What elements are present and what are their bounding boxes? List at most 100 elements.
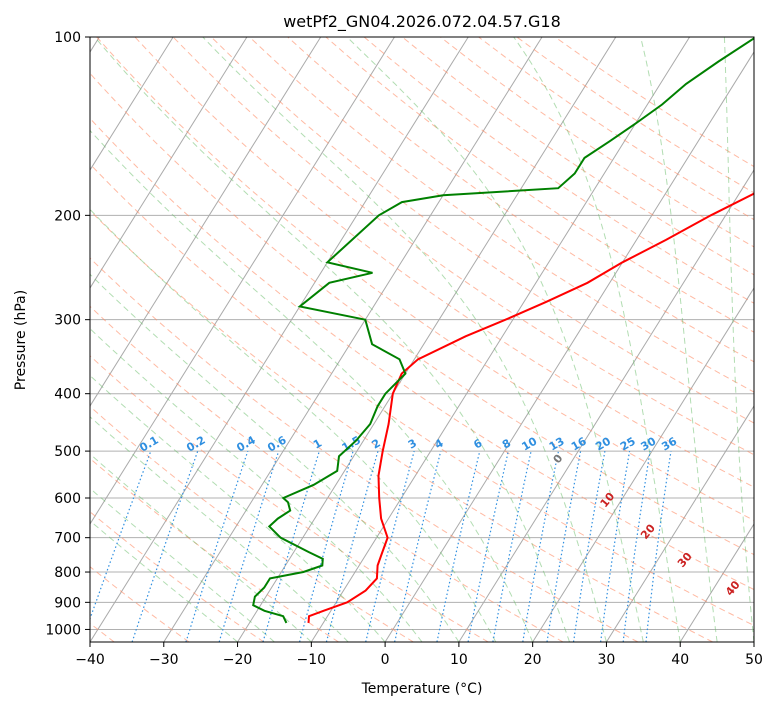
moist-adiabat-line	[202, 37, 607, 642]
isotherm-line	[90, 37, 395, 525]
moist-adiabat-line	[90, 416, 349, 642]
x-tick-label: 20	[524, 652, 542, 668]
y-tick-label: 600	[54, 491, 81, 507]
moist-adiabat-line	[346, 37, 644, 642]
moist-adiabat-line	[640, 37, 718, 642]
chart-title: wetPf2_GN04.2026.072.04.57.G18	[283, 12, 561, 32]
mixing-ratio-line	[185, 450, 249, 642]
dry-adiabat-lines	[90, 37, 754, 642]
dry-adiabat-line	[90, 405, 414, 642]
mixing-ratio-line	[394, 450, 442, 642]
moist-adiabat-label: 0	[551, 452, 566, 466]
mixing-ratio-line	[262, 450, 320, 642]
y-tick-label: 100	[54, 30, 81, 46]
y-tick-label: 200	[54, 208, 81, 224]
mixing-ratio-line	[436, 450, 481, 642]
isotherm-line	[384, 51, 754, 642]
y-tick-label: 300	[54, 313, 81, 329]
temperature-line	[307, 192, 754, 623]
dry-adiabat-line	[90, 457, 339, 642]
x-axis-label: Temperature (°C)	[361, 681, 483, 697]
moist-adiabat-line	[90, 327, 423, 642]
mixing-ratio-line	[492, 450, 532, 642]
mixing-ratio-lines	[90, 450, 672, 642]
mixing-ratio-label: 3	[406, 437, 419, 452]
mixing-ratio-line	[522, 450, 560, 642]
y-tick-label: 900	[54, 595, 81, 611]
dry-adiabat-line	[90, 72, 754, 556]
isotherm-line	[90, 37, 469, 642]
moist-adiabat-label: 40	[723, 578, 743, 598]
dry-adiabat-line	[554, 37, 754, 168]
y-tick-label: 800	[54, 565, 81, 581]
isotherm-lines	[90, 37, 754, 642]
x-tick-label: −40	[75, 652, 105, 668]
moist-adiabat-line	[513, 37, 681, 642]
y-tick-label: 400	[54, 387, 81, 403]
dry-adiabat-line	[90, 305, 564, 642]
x-tick-label: 50	[745, 652, 763, 668]
dry-adiabat-line	[96, 37, 754, 521]
pressure-gridlines	[90, 37, 754, 630]
x-tick-label: 30	[598, 652, 616, 668]
moist-adiabat-label: 20	[638, 521, 658, 541]
dry-adiabat-line	[134, 37, 754, 488]
y-tick-label: 700	[54, 531, 81, 547]
moist-adiabat-lines	[90, 37, 754, 642]
isotherm-line	[679, 523, 754, 642]
isotherm-line	[606, 405, 754, 642]
profile-series	[252, 37, 754, 624]
dry-adiabat-line	[90, 163, 754, 627]
mixing-ratio-line	[600, 450, 631, 642]
moist-adiabat-line	[90, 520, 238, 642]
moist-adiabat-line	[90, 129, 534, 642]
dry-adiabat-line	[516, 37, 754, 194]
dry-adiabat-line	[325, 37, 754, 333]
moist-adiabat-line	[90, 273, 460, 642]
dry-adiabat-label: -10	[31, 404, 54, 427]
x-tick-label: −30	[149, 652, 179, 668]
moist-adiabat-line	[90, 453, 312, 642]
mixing-ratio-label: 1	[311, 437, 324, 452]
dry-adiabat-line	[90, 566, 190, 642]
y-tick-label: 1000	[45, 622, 81, 638]
x-tick-label: −10	[297, 652, 327, 668]
isotherm-line	[458, 169, 754, 642]
moist-adiabat-label: 30	[675, 550, 695, 570]
mixing-ratio-line	[299, 450, 354, 642]
isotherm-line	[90, 37, 248, 289]
mixing-ratio-line	[572, 450, 606, 642]
dewpoint-line	[252, 37, 754, 624]
dry-adiabat-line	[90, 257, 639, 642]
mixing-ratio-line	[467, 450, 509, 642]
x-tick-label: 10	[450, 652, 468, 668]
mixing-ratio-line	[218, 450, 280, 642]
isotherm-line	[163, 37, 543, 642]
mixing-ratio-label: 4	[433, 436, 446, 451]
isotherm-line	[237, 37, 617, 642]
dry-adiabat-line	[90, 511, 265, 642]
background-line-labels: 0.10.20.40.611.52346810131620253036-100-…	[31, 404, 743, 598]
dry-adiabat-line	[478, 37, 754, 221]
x-tick-label: −20	[223, 652, 253, 668]
dry-adiabat-line	[363, 37, 754, 304]
moist-adiabat-line	[90, 208, 497, 642]
mixing-ratio-line	[90, 450, 152, 621]
mixing-ratio-line	[645, 451, 672, 642]
mixing-ratio-line	[325, 450, 379, 642]
isotherm-line	[532, 287, 754, 642]
x-axis: −40 −30 −20 −10 0 10 20 30 40 50	[75, 642, 763, 668]
isotherm-line	[753, 641, 754, 642]
dry-adiabat-line	[249, 37, 754, 393]
mixing-ratio-label: 6	[471, 436, 484, 451]
dry-adiabat-line	[440, 37, 754, 248]
moist-adiabat-line	[90, 374, 386, 642]
isotherm-line	[90, 37, 174, 171]
dry-adiabat-line	[90, 355, 489, 642]
x-tick-label: 40	[671, 652, 689, 668]
isotherm-line	[90, 37, 322, 407]
moist-adiabat-line	[723, 37, 754, 642]
moist-adiabat-label: 10	[598, 490, 618, 510]
moist-adiabat-line	[90, 487, 275, 642]
